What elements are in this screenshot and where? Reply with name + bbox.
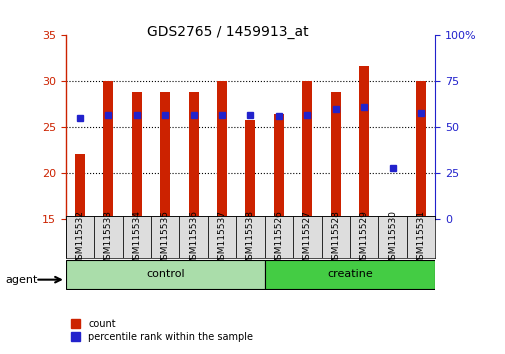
Text: GSM115534: GSM115534 — [132, 210, 141, 265]
FancyBboxPatch shape — [150, 216, 179, 258]
FancyBboxPatch shape — [236, 216, 264, 258]
Bar — [217, 81, 227, 219]
Text: GSM115532: GSM115532 — [75, 210, 84, 265]
Bar — [188, 92, 198, 219]
Bar — [359, 66, 368, 219]
Text: GDS2765 / 1459913_at: GDS2765 / 1459913_at — [146, 25, 308, 39]
Text: GSM115535: GSM115535 — [161, 222, 169, 276]
Bar — [132, 92, 141, 219]
Text: GSM115526: GSM115526 — [274, 222, 283, 276]
Bar — [245, 120, 255, 219]
FancyBboxPatch shape — [292, 216, 321, 258]
Text: GSM115526: GSM115526 — [274, 210, 283, 265]
Text: GSM115536: GSM115536 — [189, 210, 198, 265]
FancyBboxPatch shape — [406, 216, 434, 258]
Text: agent: agent — [5, 275, 37, 285]
FancyBboxPatch shape — [349, 216, 378, 258]
FancyBboxPatch shape — [66, 260, 264, 289]
Text: GSM115528: GSM115528 — [331, 222, 339, 276]
FancyBboxPatch shape — [208, 216, 236, 258]
Text: GSM115528: GSM115528 — [331, 210, 339, 265]
Text: GSM115530: GSM115530 — [387, 210, 396, 265]
Text: GSM115529: GSM115529 — [359, 222, 368, 276]
Text: control: control — [145, 269, 184, 279]
FancyBboxPatch shape — [321, 216, 349, 258]
Text: GSM115537: GSM115537 — [217, 222, 226, 276]
FancyBboxPatch shape — [94, 216, 122, 258]
Bar — [330, 92, 340, 219]
Bar — [75, 154, 85, 219]
Text: GSM115538: GSM115538 — [245, 210, 255, 265]
FancyBboxPatch shape — [378, 216, 406, 258]
Text: GSM115531: GSM115531 — [416, 210, 425, 265]
Text: GSM115527: GSM115527 — [302, 210, 311, 265]
Text: GSM115533: GSM115533 — [104, 210, 113, 265]
FancyBboxPatch shape — [264, 216, 292, 258]
FancyBboxPatch shape — [179, 216, 208, 258]
FancyBboxPatch shape — [264, 260, 434, 289]
Text: GSM115532: GSM115532 — [75, 222, 84, 276]
FancyBboxPatch shape — [122, 216, 150, 258]
FancyBboxPatch shape — [66, 216, 94, 258]
Text: GSM115533: GSM115533 — [104, 222, 113, 276]
Text: GSM115537: GSM115537 — [217, 210, 226, 265]
Text: GSM115530: GSM115530 — [387, 222, 396, 276]
Bar — [160, 92, 170, 219]
Text: creatine: creatine — [326, 269, 372, 279]
Text: GSM115531: GSM115531 — [416, 222, 425, 276]
Text: GSM115538: GSM115538 — [245, 222, 255, 276]
Bar — [415, 81, 425, 219]
Bar — [273, 114, 283, 219]
Bar — [301, 81, 312, 219]
Text: GSM115529: GSM115529 — [359, 210, 368, 265]
Bar — [103, 81, 113, 219]
Legend: count, percentile rank within the sample: count, percentile rank within the sample — [71, 319, 252, 342]
Text: GSM115536: GSM115536 — [189, 222, 198, 276]
Text: GSM115527: GSM115527 — [302, 222, 311, 276]
Text: GSM115535: GSM115535 — [161, 210, 169, 265]
Text: GSM115534: GSM115534 — [132, 222, 141, 276]
